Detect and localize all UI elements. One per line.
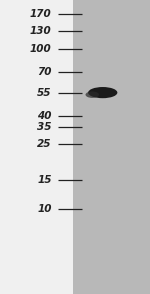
Text: 170: 170 [30, 9, 52, 19]
Text: 130: 130 [30, 26, 52, 36]
Text: 25: 25 [37, 139, 52, 149]
Text: 70: 70 [37, 67, 52, 77]
Text: 55: 55 [37, 88, 52, 98]
Ellipse shape [88, 87, 117, 98]
Text: 40: 40 [37, 111, 52, 121]
Text: 10: 10 [37, 204, 52, 214]
Text: 15: 15 [37, 175, 52, 185]
Text: 100: 100 [30, 44, 52, 54]
Bar [73, 0, 150, 294]
Text: 35: 35 [37, 122, 52, 132]
Ellipse shape [85, 91, 99, 98]
Bar [0, 0, 73, 294]
